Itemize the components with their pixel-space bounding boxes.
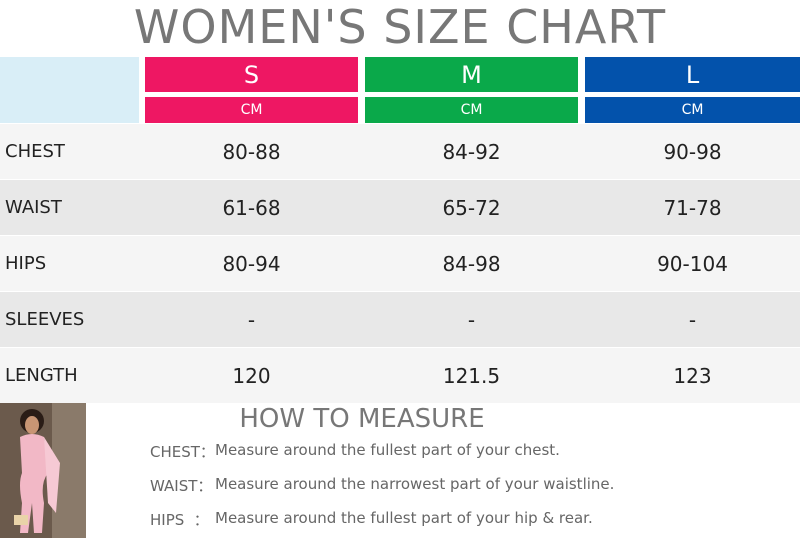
title: WOMEN'S SIZE CHART (133, 0, 667, 54)
table-cell: 84-98 (442, 251, 501, 276)
size-header: M (365, 57, 578, 92)
measure-label: WAIST： (150, 477, 213, 495)
table-cell: 80-88 (222, 139, 281, 164)
unit-header: CM (365, 97, 578, 123)
table-cell: - (467, 307, 476, 332)
table-cell: 80-94 (222, 251, 281, 276)
row-label: WAIST (5, 197, 62, 218)
measure-text: Measure around the fullest part of your … (215, 509, 593, 527)
row-background (0, 292, 800, 347)
size-header: L (585, 57, 800, 92)
row-label: HIPS (5, 253, 47, 274)
table-cell: 84-92 (442, 139, 501, 164)
table-cell: - (247, 307, 256, 332)
measure-label: CHEST： (150, 443, 215, 461)
measure-text: Measure around the fullest part of your … (215, 441, 560, 459)
unit-header: CM (585, 97, 800, 123)
table-cell: 61-68 (222, 195, 281, 220)
measure-label: HIPS ： (150, 511, 209, 529)
table-cell: 121.5 (442, 363, 501, 388)
table-cell: - (688, 307, 697, 332)
table-cell: 120 (232, 363, 271, 388)
table-cell: 90-98 (663, 139, 722, 164)
measure-text: Measure around the narrowest part of you… (215, 475, 615, 493)
unit-header: CM (145, 97, 358, 123)
row-label: CHEST (5, 141, 65, 162)
table-cell: 123 (673, 363, 712, 388)
row-background (0, 180, 800, 235)
model-photo (0, 403, 86, 538)
table-cell: 71-78 (663, 195, 722, 220)
row-background (0, 348, 800, 403)
table-cell: 90-104 (657, 251, 728, 276)
row-background (0, 236, 800, 291)
row-background (0, 124, 800, 179)
row-label: SLEEVES (5, 309, 85, 330)
table-cell: 65-72 (442, 195, 501, 220)
header-corner (0, 57, 139, 123)
measure-title: HOW TO MEASURE (239, 404, 485, 434)
size-header: S (145, 57, 358, 92)
row-label: LENGTH (5, 365, 78, 386)
